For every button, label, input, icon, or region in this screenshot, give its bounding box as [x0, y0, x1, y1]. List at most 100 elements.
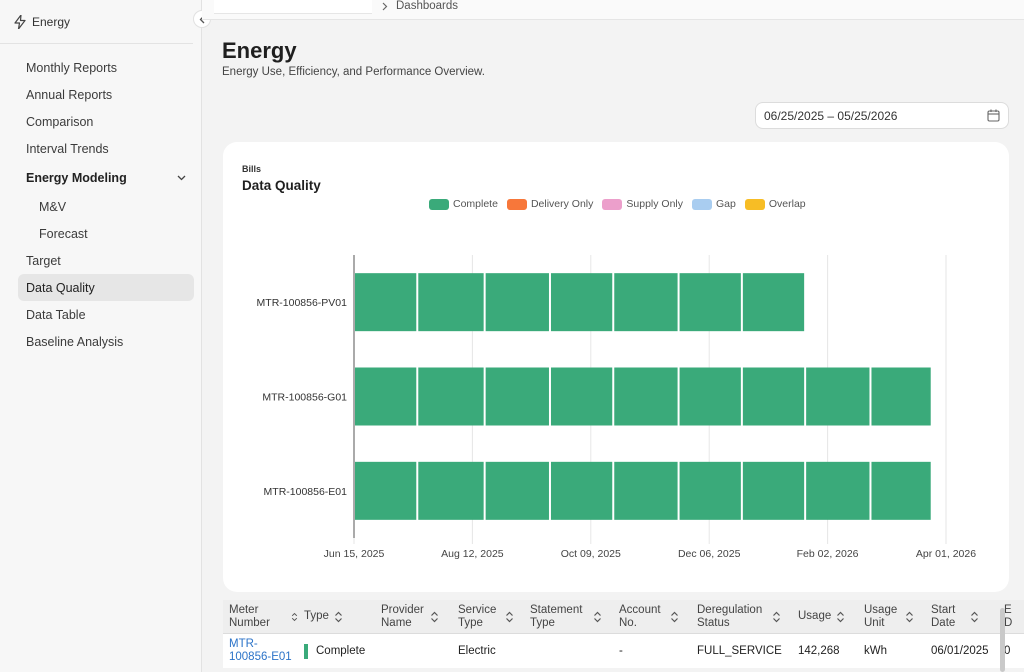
- column-header-provider-name[interactable]: Provider Name: [375, 600, 452, 633]
- legend-item-delivery-only[interactable]: Delivery Only: [506, 198, 594, 210]
- date-range-value: 06/25/2025 – 05/25/2026: [764, 108, 898, 123]
- chart-title: Data Quality: [242, 178, 321, 193]
- sidebar-item-comparison[interactable]: Comparison: [18, 108, 194, 135]
- column-header-type[interactable]: Type: [298, 600, 375, 633]
- column-header-end-date[interactable]: E D: [998, 600, 1024, 633]
- column-header-deregulation-status[interactable]: Deregulation Status: [691, 600, 792, 633]
- legend-item-overlap[interactable]: Overlap: [744, 198, 806, 210]
- sidebar-nav: Monthly Reports Annual Reports Compariso…: [18, 54, 194, 355]
- sidebar-header[interactable]: Energy: [0, 0, 193, 44]
- sidebar-item-label: Annual Reports: [26, 87, 113, 102]
- sidebar-item-data-table[interactable]: Data Table: [18, 301, 194, 328]
- sidebar-item-interval-trends[interactable]: Interval Trends: [18, 135, 194, 162]
- sidebar: Energy Monthly Reports Annual Reports Co…: [0, 0, 202, 672]
- table-row[interactable]: MTR-100856-E01 Complete Electric - FULL_…: [223, 634, 1024, 668]
- column-label: E D: [1004, 603, 1013, 629]
- column-header-account-no[interactable]: Account No.: [613, 600, 691, 633]
- cell-end-date: 0: [1004, 644, 1011, 657]
- sidebar-item-label: Forecast: [39, 226, 88, 241]
- y-tick-label: MTR-100856-E01: [264, 486, 348, 498]
- sidebar-item-target[interactable]: Target: [18, 247, 194, 274]
- sidebar-item-forecast[interactable]: Forecast: [18, 220, 194, 247]
- column-label: Statement Type: [530, 603, 583, 629]
- legend-label: Gap: [716, 198, 736, 210]
- column-header-service-type[interactable]: Service Type: [452, 600, 524, 633]
- legend-label: Complete: [453, 198, 498, 210]
- sort-icon: [906, 611, 913, 622]
- x-tick-label: Oct 09, 2025: [561, 548, 621, 560]
- column-header-usage-unit[interactable]: Usage Unit: [858, 600, 925, 633]
- column-label: Usage: [798, 610, 832, 622]
- bill-segment-bar: [742, 367, 805, 426]
- sidebar-item-label: Energy Modeling: [26, 170, 127, 185]
- chevron-right-icon: [382, 2, 388, 10]
- bill-segment-bar: [806, 461, 870, 520]
- table-scrollbar[interactable]: [1000, 608, 1005, 672]
- bill-segment-bar: [550, 273, 613, 332]
- bill-segment-bar: [485, 273, 549, 332]
- sort-icon: [335, 611, 342, 622]
- column-header-statement-type[interactable]: Statement Type: [524, 600, 613, 633]
- bill-segment-bar: [871, 367, 931, 426]
- x-tick-label: Feb 02, 2026: [797, 548, 859, 560]
- sort-icon: [971, 611, 978, 622]
- legend-item-supply-only[interactable]: Supply Only: [602, 198, 683, 210]
- cell-meter-number[interactable]: MTR-100856-E01: [229, 638, 292, 663]
- sort-icon: [594, 611, 601, 622]
- bill-segment-bar: [355, 461, 417, 520]
- top-bar-search-area[interactable]: [214, 0, 372, 14]
- column-header-start-date[interactable]: Start Date: [925, 600, 998, 633]
- bill-segment-bar: [614, 273, 678, 332]
- breadcrumb: Dashboards: [382, 0, 458, 12]
- bill-segment-bar: [550, 367, 613, 426]
- sidebar-group-energy-modeling[interactable]: Energy Modeling: [18, 162, 194, 193]
- bill-segment-bar: [742, 273, 805, 332]
- date-range-picker[interactable]: 06/25/2025 – 05/25/2026: [755, 102, 1009, 129]
- sidebar-item-annual-reports[interactable]: Annual Reports: [18, 81, 194, 108]
- chart-legend: Complete Delivery Only Supply Only Gap O…: [429, 198, 806, 210]
- sort-icon: [671, 611, 678, 622]
- legend-label: Delivery Only: [530, 198, 594, 210]
- sidebar-app-title: Energy: [32, 14, 71, 29]
- sidebar-item-mv[interactable]: M&V: [18, 193, 194, 220]
- bill-segment-bar: [614, 461, 678, 520]
- sort-icon: [773, 611, 780, 622]
- bill-segment-bar: [679, 461, 741, 520]
- legend-label: Supply Only: [626, 198, 684, 210]
- bill-segment-bar: [485, 461, 549, 520]
- bill-segment-bar: [355, 367, 417, 426]
- column-label: Type: [304, 610, 329, 622]
- column-label: Account No.: [619, 603, 661, 629]
- cell-statement-type: [524, 634, 613, 668]
- status-indicator: [304, 643, 308, 659]
- breadcrumb-dashboards[interactable]: Dashboards: [396, 0, 459, 12]
- bill-segment-bar: [614, 367, 678, 426]
- sidebar-item-baseline-analysis[interactable]: Baseline Analysis: [18, 328, 194, 355]
- sidebar-item-label: Target: [26, 253, 61, 268]
- legend-item-gap[interactable]: Gap: [692, 198, 736, 210]
- column-label: Deregulation Status: [697, 603, 763, 629]
- legend-swatch: [692, 198, 713, 210]
- sidebar-item-label: Monthly Reports: [26, 60, 118, 75]
- bill-segment-bar: [485, 367, 549, 426]
- lightning-icon: [14, 14, 26, 29]
- column-label: Meter Number: [229, 603, 270, 629]
- sidebar-item-monthly-reports[interactable]: Monthly Reports: [18, 54, 194, 81]
- cell-provider-name: [375, 634, 452, 668]
- column-header-usage[interactable]: Usage: [792, 600, 858, 633]
- y-tick-label: MTR-100856-G01: [262, 392, 347, 404]
- bill-segment-bar: [355, 273, 417, 332]
- sidebar-item-label: M&V: [39, 199, 67, 214]
- bills-table: Meter Number Type Provider Name Service …: [223, 600, 1024, 672]
- column-label: Usage Unit: [864, 603, 898, 629]
- sidebar-item-label: Data Quality: [26, 280, 95, 295]
- bill-segment-bar: [550, 461, 613, 520]
- legend-item-complete[interactable]: Complete: [429, 198, 498, 210]
- sidebar-item-data-quality[interactable]: Data Quality: [18, 274, 194, 301]
- column-label: Provider Name: [381, 603, 424, 629]
- legend-swatch: [429, 198, 449, 210]
- column-header-meter-number[interactable]: Meter Number: [223, 600, 298, 633]
- page-title: Energy: [222, 38, 297, 63]
- legend-swatch: [744, 198, 765, 210]
- column-label: Start Date: [931, 603, 956, 629]
